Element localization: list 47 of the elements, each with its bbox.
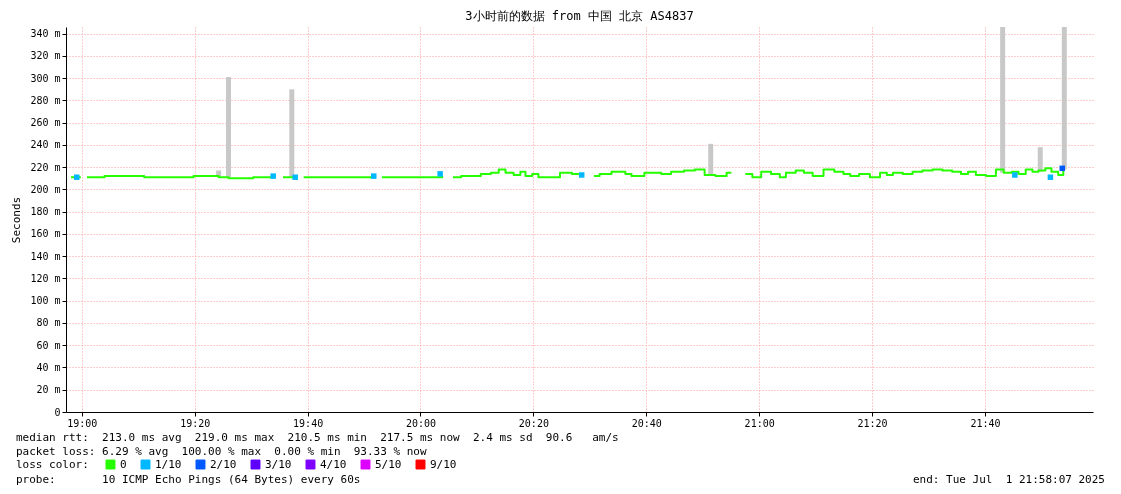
x-tick-label: 19:20: [180, 417, 211, 429]
y-tick-label: 60 m: [36, 339, 61, 351]
y-tick-label: 260 m: [30, 117, 61, 129]
text: end: Tue Jul 1 21:58:07 2025: [912, 473, 1105, 487]
x-tick-label: 19:40: [293, 417, 324, 429]
y-tick-label: 280 m: [30, 94, 61, 106]
legend-label: 3/10: [265, 457, 292, 471]
y-tick-label: 340 m: [30, 28, 61, 40]
x-tick-label: 20:40: [631, 417, 662, 429]
x-tick-label: 21:40: [970, 417, 1001, 429]
legend-label: 4/10: [320, 457, 347, 471]
bar: [1037, 147, 1043, 172]
y-tick-label: 100 m: [30, 295, 61, 307]
text: median rtt: 213.0 ms avg 219.0 ms max 210.5 ms min 217.5 ms now 2.4 ms sd 90.6 am/s: [16, 431, 619, 445]
chart-title: 3小时前的数据 from 中国 北京 AS4837: [465, 9, 694, 23]
y-tick-label: 80 m: [36, 317, 61, 329]
y-tick-label: 180 m: [30, 206, 61, 218]
bar: [225, 77, 231, 178]
legend-label: 2/10: [210, 457, 237, 471]
y-tick-label: 140 m: [30, 250, 61, 262]
bar: [1061, 27, 1067, 170]
y-tick-label: 40 m: [36, 361, 61, 373]
legend-label: 1/10: [155, 457, 182, 471]
y-tick-label: 240 m: [30, 139, 61, 151]
text: probe: 10 ICMP Echo Pings (64 Bytes) every 60s: [16, 473, 361, 487]
bar: [1000, 27, 1006, 173]
legend-title: loss color:: [16, 458, 89, 471]
x-tick-label: 20:00: [405, 417, 437, 429]
y-tick-label: 0: [54, 406, 61, 418]
x-tick-label: 21:20: [857, 417, 888, 429]
y-tick-label: 20 m: [36, 384, 61, 396]
bar: [708, 143, 714, 175]
x-tick-label: 19:00: [67, 417, 98, 429]
y-axis-title: Seconds: [10, 196, 24, 244]
y-tick-label: 160 m: [30, 228, 61, 240]
text: packet loss: 6.29 % avg 100.00 % max 0.00 % min 93.33 % now: [16, 445, 427, 459]
y-tick-label: 220 m: [30, 161, 61, 173]
legend-label: 9/10: [430, 457, 457, 471]
x-tick-label: 20:20: [518, 417, 549, 429]
y-tick-label: 200 m: [30, 183, 61, 195]
y-tick-label: 320 m: [30, 50, 61, 62]
legend-label: 0: [120, 457, 127, 471]
y-tick-label: 300 m: [30, 72, 61, 84]
y-tick-label: 120 m: [30, 272, 61, 284]
legend-label: 5/10: [375, 457, 402, 471]
bar: [289, 89, 295, 178]
x-tick-label: 21:00: [744, 417, 775, 429]
